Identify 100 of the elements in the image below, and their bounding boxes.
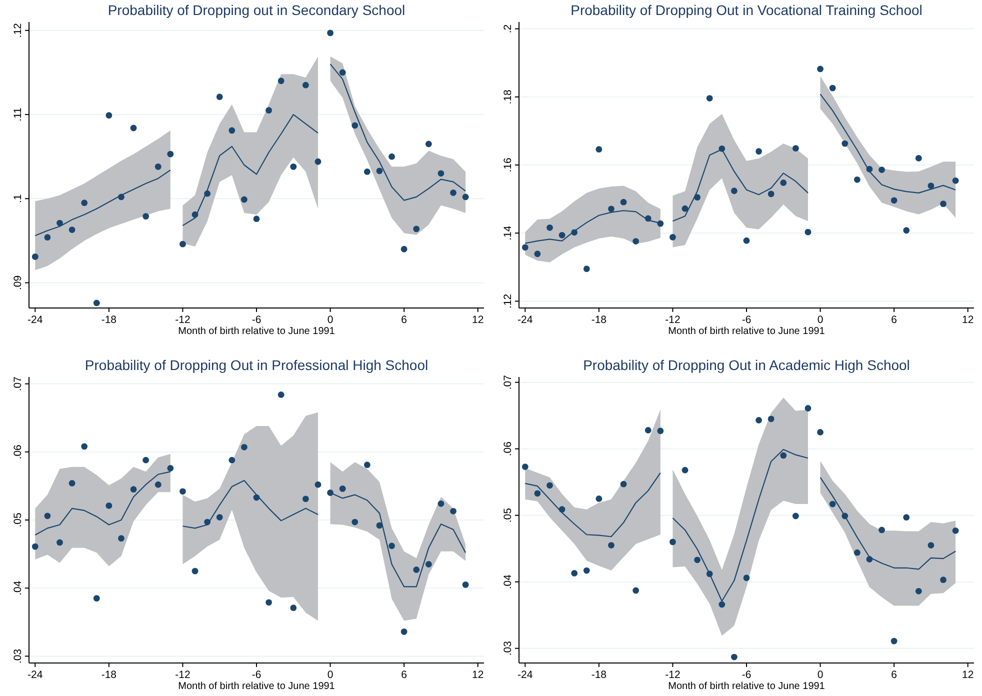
point [804,405,812,412]
point [731,654,738,660]
x-tick-label: -12 [175,669,190,681]
point [376,522,383,529]
point [106,112,112,119]
x-tick-label: -12 [665,314,680,326]
point [854,176,860,183]
chart-title: Probability of Dropping out in Secondary School [108,2,406,18]
point [706,95,713,102]
point [940,576,946,584]
point [780,452,787,459]
point [266,107,272,114]
y-tick-label: .05 [12,512,24,528]
point [339,69,346,76]
point [952,177,959,184]
point [56,539,63,546]
y-tick-label: .14 [502,226,514,240]
point [425,140,432,148]
point [290,163,297,170]
x-tick-label: 0 [817,669,824,681]
chart-title: Probability of Dropping Out in Vocational Training School [570,2,922,18]
point [142,456,150,464]
point [216,514,223,520]
point [718,601,726,608]
point [866,166,873,172]
point [731,188,738,194]
point [608,206,614,212]
line-series [524,472,661,538]
point [400,246,408,252]
point [32,543,38,550]
x-axis-title: Month of birth relative to June 1991 [668,681,826,692]
point [118,535,124,542]
point [792,145,799,152]
point [302,82,309,88]
point [903,514,910,521]
x-tick-label: -6 [252,314,262,326]
point [620,480,627,488]
point [915,588,922,594]
point [829,84,836,92]
point [596,496,602,502]
point [940,200,946,208]
y-tick-label: .12 [502,294,514,308]
point [743,237,750,244]
point [743,574,750,582]
point [352,518,358,526]
point [842,512,848,520]
point [878,166,885,173]
point [866,556,873,562]
point [804,228,812,236]
x-tick-label: -6 [742,669,752,681]
point [204,190,211,197]
point [694,194,701,201]
point [462,581,469,588]
x-tick-label: -18 [101,314,117,326]
point [192,211,198,218]
x-tick-label: 12 [962,314,974,326]
point [571,570,578,576]
x-tick-label: -18 [101,669,117,681]
point [682,466,688,474]
point [915,154,922,162]
x-tick-label: 6 [891,314,898,326]
point [608,542,614,548]
point [44,234,51,241]
y-tick-label: .09 [12,275,24,290]
point [583,567,590,574]
point [278,392,284,398]
point [130,486,137,493]
point [167,465,174,472]
y-tick-label: .1 [12,194,24,204]
point [462,194,469,200]
y-tick-label: .04 [12,580,24,596]
point [620,198,627,206]
point [546,224,553,231]
point [241,196,248,203]
point [718,145,726,152]
point [583,266,590,272]
point [768,190,774,198]
point [180,240,186,248]
point [228,127,236,134]
point [118,194,124,200]
y-tick-label: .06 [502,441,514,456]
point [180,488,186,495]
point [644,427,652,434]
point [817,66,824,72]
point [93,595,100,602]
point [632,238,640,244]
point [817,429,824,436]
point [56,220,63,226]
point [682,205,688,212]
point [903,227,910,234]
chart-title: Probability of Dropping Out in Academic High School [583,357,910,373]
point [192,568,198,574]
point [829,500,836,508]
point [314,481,322,488]
point [81,443,88,450]
point [694,556,701,564]
point [878,526,885,534]
y-tick-label: .11 [12,107,24,122]
point [952,527,959,534]
point [890,638,898,644]
